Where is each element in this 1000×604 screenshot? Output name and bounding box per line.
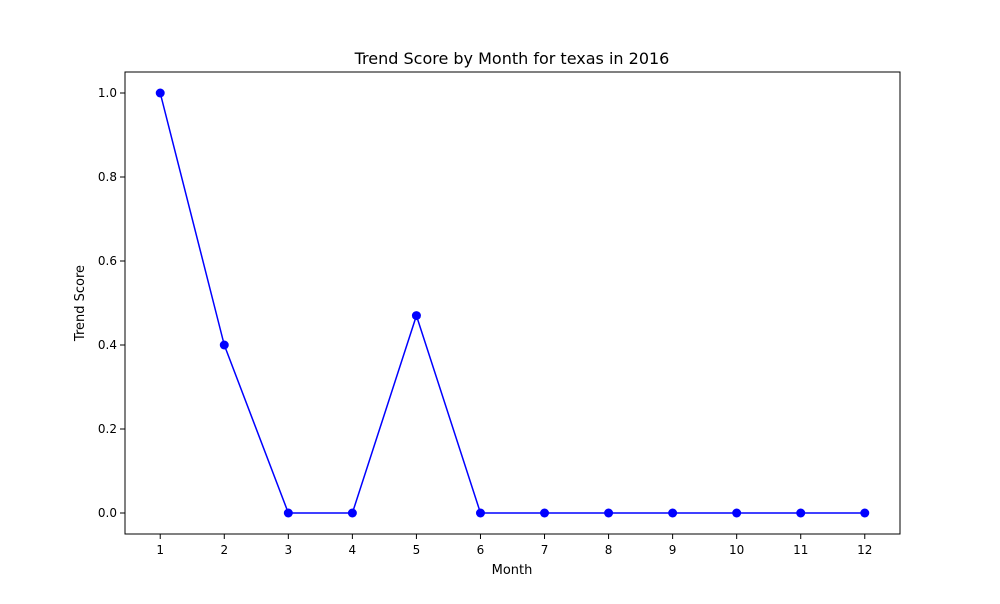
x-tick-label: 12 <box>857 543 872 557</box>
data-point <box>411 311 421 321</box>
x-tick-label: 3 <box>285 543 293 557</box>
y-tick-label: 0.4 <box>98 338 117 352</box>
x-tick-label: 8 <box>605 543 613 557</box>
data-point <box>347 508 357 518</box>
x-tick-label: 11 <box>793 543 808 557</box>
data-point <box>604 508 614 518</box>
data-point <box>796 508 806 518</box>
data-point <box>668 508 678 518</box>
plot-frame <box>124 71 901 535</box>
x-tick-label: 7 <box>541 543 549 557</box>
x-tick-label: 4 <box>349 543 357 557</box>
y-tick-label: 0.8 <box>98 170 117 184</box>
x-tick-label: 9 <box>669 543 677 557</box>
x-tick-label: 2 <box>220 543 228 557</box>
x-tick-label: 6 <box>477 543 485 557</box>
series-line-0 <box>159 92 866 514</box>
data-point <box>219 340 229 350</box>
y-tick-label: 0.6 <box>98 254 117 268</box>
x-axis: 1 2 3 4 5 6 7 8 9 10 11 12 <box>156 534 872 557</box>
data-point <box>732 508 742 518</box>
y-tick-label: 0.2 <box>98 422 117 436</box>
series-layer <box>155 88 870 518</box>
data-point <box>540 508 550 518</box>
y-axis: 0.0 0.2 0.4 0.6 0.8 1.0 <box>98 86 125 520</box>
y-axis-label: Trend Score <box>73 265 88 342</box>
x-tick-label: 5 <box>413 543 421 557</box>
x-axis-label: Month <box>492 563 533 578</box>
y-tick-label: 1.0 <box>98 86 117 100</box>
x-tick-label: 1 <box>156 543 164 557</box>
chart-title: Trend Score by Month for texas in 2016 <box>354 49 670 68</box>
data-point <box>283 508 293 518</box>
data-point <box>860 508 870 518</box>
x-tick-label: 10 <box>729 543 744 557</box>
data-point <box>155 88 165 98</box>
y-tick-label: 0.0 <box>98 506 117 520</box>
data-point <box>475 508 485 518</box>
